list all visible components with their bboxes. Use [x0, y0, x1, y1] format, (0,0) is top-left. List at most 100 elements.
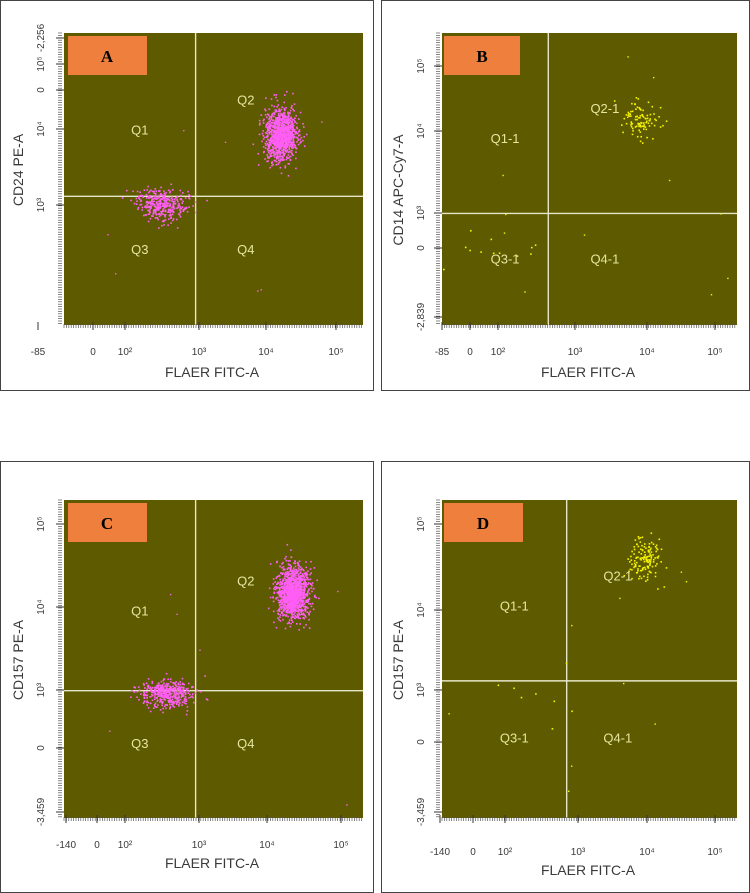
event-dot: [293, 592, 296, 594]
event-dot: [283, 124, 285, 127]
event-dot: [643, 551, 646, 553]
event-dot: [164, 197, 166, 200]
x-tick-label: 10⁵: [707, 347, 722, 358]
event-dot: [167, 696, 169, 698]
event-dot: [302, 578, 305, 581]
event-dot: [282, 159, 284, 162]
event-dot: [160, 192, 162, 195]
event-dot: [277, 586, 279, 589]
event-dot: [288, 144, 290, 146]
event-dot: [290, 602, 293, 604]
event-dot: [299, 606, 302, 608]
event-dot: [292, 607, 294, 610]
event-dot: [650, 547, 652, 550]
event-dot: [174, 700, 177, 703]
event-dot: [265, 144, 267, 146]
event-dot: [144, 694, 147, 696]
event-dot: [274, 143, 276, 145]
event-dot: [157, 699, 159, 701]
event-dot: [295, 570, 298, 572]
event-dot: [275, 142, 278, 144]
event-dot: [290, 573, 293, 575]
event-dot: [300, 591, 302, 594]
event-dot: [653, 113, 655, 115]
event-dot: [293, 600, 295, 602]
event-dot: [290, 123, 292, 126]
event-dot: [147, 202, 150, 204]
event-dot: [149, 211, 151, 214]
event-dot: [294, 145, 297, 147]
event-dot: [302, 591, 304, 594]
event-dot: [177, 206, 179, 209]
event-dot: [296, 571, 299, 573]
event-dot: [277, 575, 279, 578]
event-dot: [152, 203, 155, 205]
event-dot: [133, 686, 135, 688]
event-dot: [137, 208, 139, 210]
event-dot: [290, 617, 293, 620]
event-dot: [262, 134, 265, 137]
event-dot: [183, 691, 185, 693]
event-dot: [271, 149, 273, 151]
event-dot: [296, 591, 299, 593]
event-dot: [150, 207, 152, 209]
event-dot: [630, 126, 633, 128]
event-dot: [296, 613, 299, 615]
event-dot: [150, 688, 153, 690]
event-dot: [286, 156, 288, 158]
event-dot: [171, 213, 174, 216]
event-dot: [310, 560, 312, 563]
event-dot: [464, 246, 467, 249]
event-dot: [277, 591, 280, 593]
event-dot: [176, 207, 178, 210]
event-dot: [149, 710, 152, 713]
event-dot: [502, 174, 504, 177]
event-dot: [159, 699, 162, 701]
event-dot: [295, 151, 297, 153]
event-dot: [627, 114, 630, 117]
event-dot: [145, 701, 148, 704]
event-dot: [283, 607, 285, 609]
event-dot: [283, 101, 286, 104]
y-tick-label: 10⁴: [416, 123, 427, 138]
event-dot: [284, 594, 286, 597]
event-dot: [289, 606, 292, 608]
event-dot: [288, 129, 290, 131]
event-dot: [277, 143, 279, 146]
y-tick-label: 10³: [416, 205, 427, 220]
event-dot: [645, 547, 647, 549]
event-dot: [650, 571, 652, 574]
event-dot: [267, 157, 269, 159]
event-dot: [637, 123, 640, 126]
event-dot: [177, 200, 179, 203]
event-dot: [648, 551, 650, 553]
event-dot: [270, 130, 272, 132]
event-dot: [280, 601, 282, 604]
event-dot: [268, 129, 270, 132]
event-dot: [531, 246, 533, 249]
event-dot: [178, 686, 180, 688]
event-dot: [292, 581, 295, 584]
event-dot: [646, 120, 648, 123]
event-dot: [151, 691, 153, 693]
event-dot: [263, 118, 265, 121]
event-dot: [133, 202, 136, 205]
event-dot: [282, 561, 284, 564]
event-dot: [173, 682, 176, 684]
event-dot: [297, 143, 300, 146]
event-dot: [194, 201, 197, 203]
event-dot: [306, 578, 309, 580]
event-dot: [305, 133, 308, 136]
event-dot: [140, 199, 143, 202]
event-dot: [644, 566, 646, 569]
event-dot: [287, 567, 290, 569]
event-dot: [151, 699, 154, 702]
event-dot: [171, 703, 174, 706]
event-dot: [145, 682, 148, 685]
event-dot: [168, 211, 170, 213]
event-dot: [148, 191, 150, 194]
event-dot: [285, 146, 287, 148]
event-dot: [283, 116, 285, 118]
event-dot: [156, 197, 158, 200]
